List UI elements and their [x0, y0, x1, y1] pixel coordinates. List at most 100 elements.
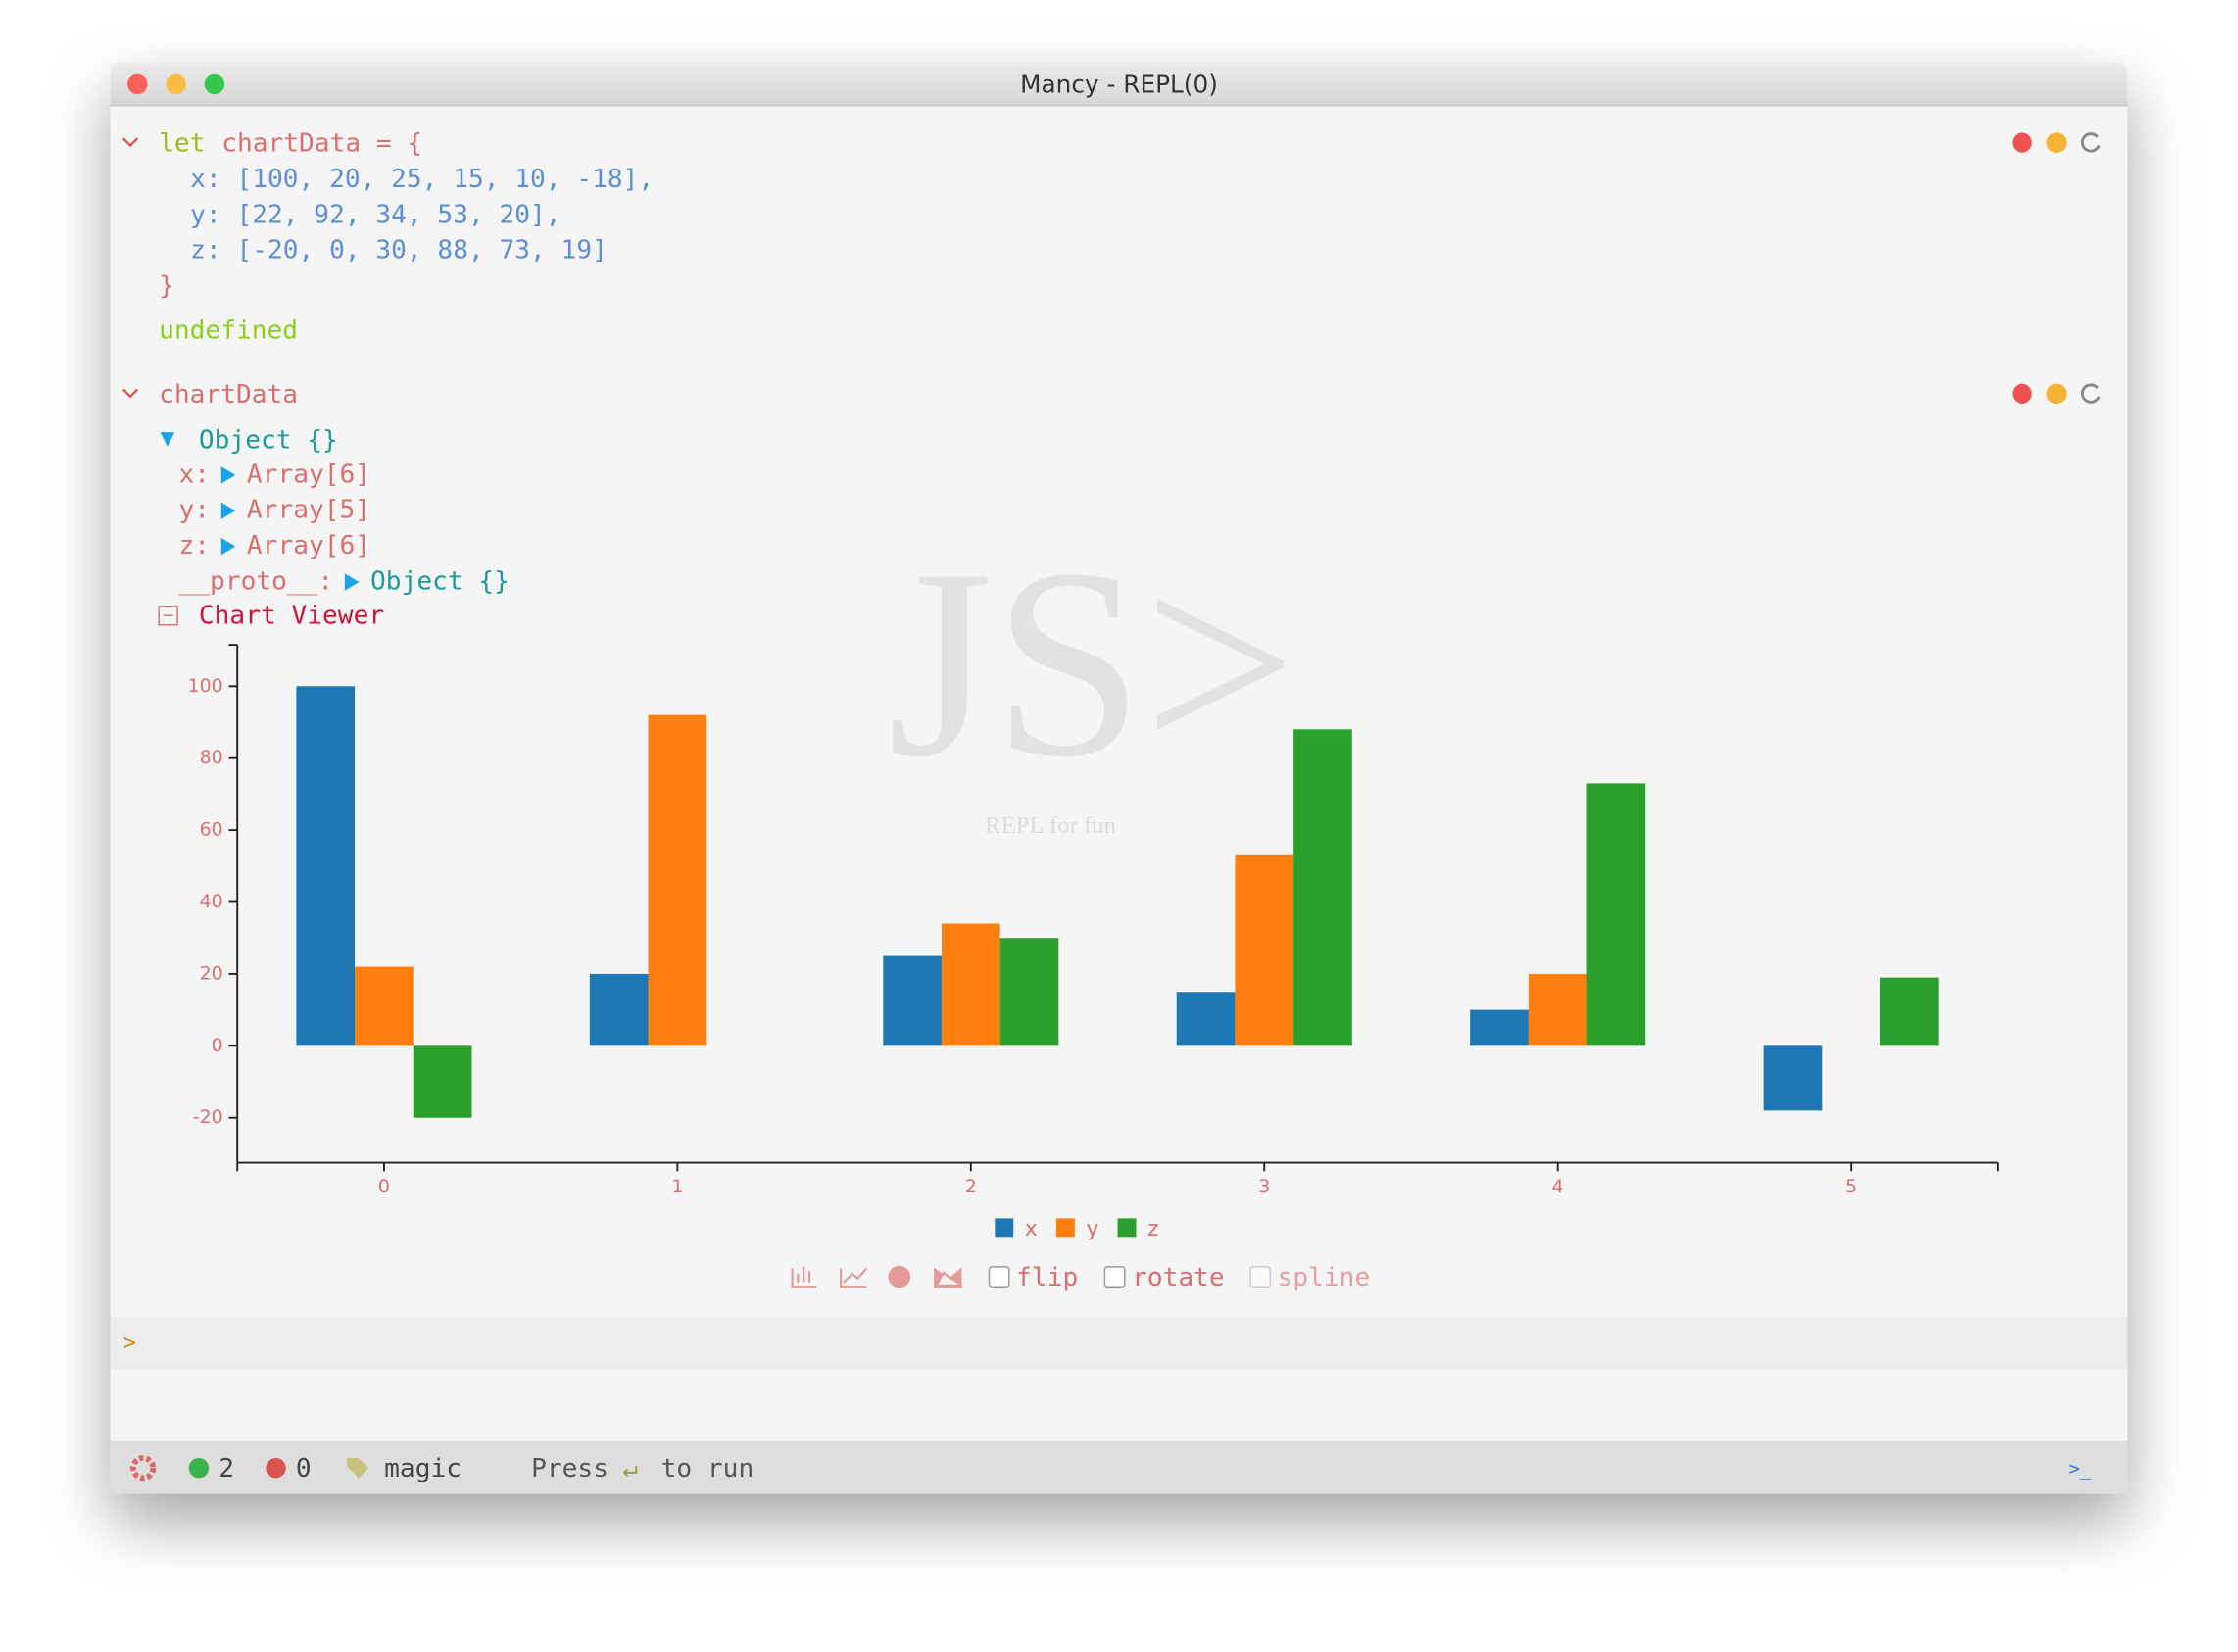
code-line: z: [-20, 0, 30, 88, 73, 19] — [190, 236, 608, 266]
flip-checkbox[interactable] — [988, 1266, 1010, 1288]
bar — [1293, 729, 1352, 1046]
area-chart-button[interactable] — [934, 1267, 962, 1288]
bar — [413, 1045, 472, 1118]
legend-swatch[interactable] — [995, 1218, 1014, 1238]
y-tick-label: 100 — [188, 675, 223, 697]
zoom-button[interactable] — [204, 73, 225, 95]
code-line: chartData = { — [221, 129, 422, 159]
bar — [883, 955, 942, 1046]
hint-text: to run — [661, 1454, 754, 1483]
tree-root: Object {} — [199, 425, 338, 455]
code-line: } — [159, 271, 174, 301]
rerun-cell[interactable] — [2080, 132, 2101, 153]
bar — [999, 938, 1059, 1046]
cell-actions — [2012, 383, 2101, 405]
mode-label[interactable]: magic — [384, 1454, 462, 1483]
prompt-area[interactable] — [110, 1316, 2128, 1370]
y-tick-label: 80 — [200, 747, 223, 768]
y-tick-label: 40 — [200, 891, 223, 912]
spline-checkbox[interactable] — [1249, 1266, 1272, 1288]
hint-text: Press — [531, 1454, 608, 1483]
tree-expander[interactable] — [220, 537, 236, 556]
status-bar — [110, 1440, 2128, 1494]
console-button[interactable]: >_ — [2069, 1458, 2092, 1480]
rotate-checkbox[interactable] — [1103, 1266, 1126, 1288]
y-tick-label: -20 — [193, 1106, 223, 1128]
tree-key: x: — [179, 460, 211, 489]
legend-swatch[interactable] — [1055, 1218, 1075, 1238]
tree-value: Object {} — [370, 567, 510, 597]
x-tick-label: 0 — [378, 1176, 390, 1197]
legend-label: z — [1147, 1217, 1158, 1241]
tree-expander[interactable] — [220, 502, 236, 519]
bar — [1528, 973, 1587, 1046]
cell-actions — [2012, 132, 2101, 153]
code-line: y: [22, 92, 34, 53, 20], — [190, 200, 560, 229]
x-tick-label: 4 — [1552, 1176, 1564, 1197]
minimize-button[interactable] — [166, 73, 186, 95]
x-tick-label: 1 — [671, 1176, 683, 1197]
hint-symbol: ↵ — [622, 1454, 638, 1483]
title-bar — [110, 63, 2128, 106]
pie-chart-button[interactable] — [888, 1265, 911, 1288]
chart: -20 0 20 40 60 80 100 0 1 2 3 4 5 x y z — [188, 644, 1999, 1241]
tree-key: y: — [179, 496, 211, 525]
close-button[interactable] — [127, 73, 148, 95]
x-tick-label: 2 — [965, 1176, 977, 1197]
rerun-cell[interactable] — [2080, 383, 2101, 404]
tree-expander[interactable] — [344, 573, 360, 591]
collapse-toggle[interactable] — [122, 388, 139, 399]
viewer-toggle[interactable] — [158, 606, 178, 626]
x-tick-label: 5 — [1845, 1176, 1857, 1197]
y-tick-label: 20 — [200, 962, 223, 984]
collapse-cell[interactable] — [2046, 383, 2067, 405]
bar — [1235, 854, 1294, 1046]
object-tree: x: Array[6] y: Array[5] z: Array[6] __proto__:… — [179, 460, 510, 596]
legend-label: x — [1025, 1217, 1038, 1241]
bar-chart-button[interactable] — [791, 1266, 817, 1288]
y-tick-label: 60 — [200, 819, 223, 841]
bar — [941, 923, 1000, 1046]
collapse-cell[interactable] — [2046, 132, 2067, 153]
bar — [1176, 992, 1236, 1046]
tree-key: __proto__: — [179, 567, 334, 597]
flip-label: flip — [1016, 1263, 1078, 1292]
window-title: Mancy - REPL(0) — [1020, 70, 1218, 98]
collapse-toggle[interactable] — [122, 137, 139, 148]
tree-expander[interactable] — [220, 466, 236, 484]
bar — [296, 686, 356, 1046]
rotate-label: rotate — [1132, 1263, 1225, 1292]
tree-value: Array[5] — [247, 496, 370, 525]
cell-output: undefined — [159, 316, 298, 345]
bar — [648, 714, 707, 1046]
spline-label: spline — [1278, 1263, 1371, 1292]
success-count: 2 — [219, 1454, 234, 1483]
bar — [1470, 1009, 1529, 1046]
tree-value: Array[6] — [247, 460, 370, 489]
code-line: x: [100, 20, 25, 15, 10, -18], — [190, 165, 654, 194]
tree-expander[interactable] — [160, 432, 175, 447]
bar — [1763, 1045, 1823, 1111]
chart-viewer-label: Chart Viewer — [199, 601, 384, 630]
bar — [1879, 977, 1939, 1046]
tree-value: Array[6] — [247, 531, 370, 560]
bar — [355, 966, 414, 1046]
mode-tag-icon — [347, 1457, 369, 1479]
settings-button[interactable] — [130, 1455, 157, 1482]
bar — [589, 973, 649, 1046]
watermark-logo: JS> — [888, 512, 1297, 813]
bar — [1586, 783, 1646, 1046]
line-chart-button[interactable] — [839, 1267, 868, 1288]
legend-swatch[interactable] — [1117, 1218, 1137, 1238]
cell-input: chartData — [159, 380, 298, 410]
code-keyword: let — [159, 129, 205, 159]
watermark-tagline: REPL for fun — [985, 812, 1116, 839]
chart-toolbar — [791, 1265, 962, 1288]
window — [110, 63, 2128, 1494]
delete-cell[interactable] — [2012, 383, 2032, 405]
error-dot — [266, 1457, 286, 1479]
error-count: 0 — [296, 1454, 312, 1483]
delete-cell[interactable] — [2012, 132, 2032, 153]
